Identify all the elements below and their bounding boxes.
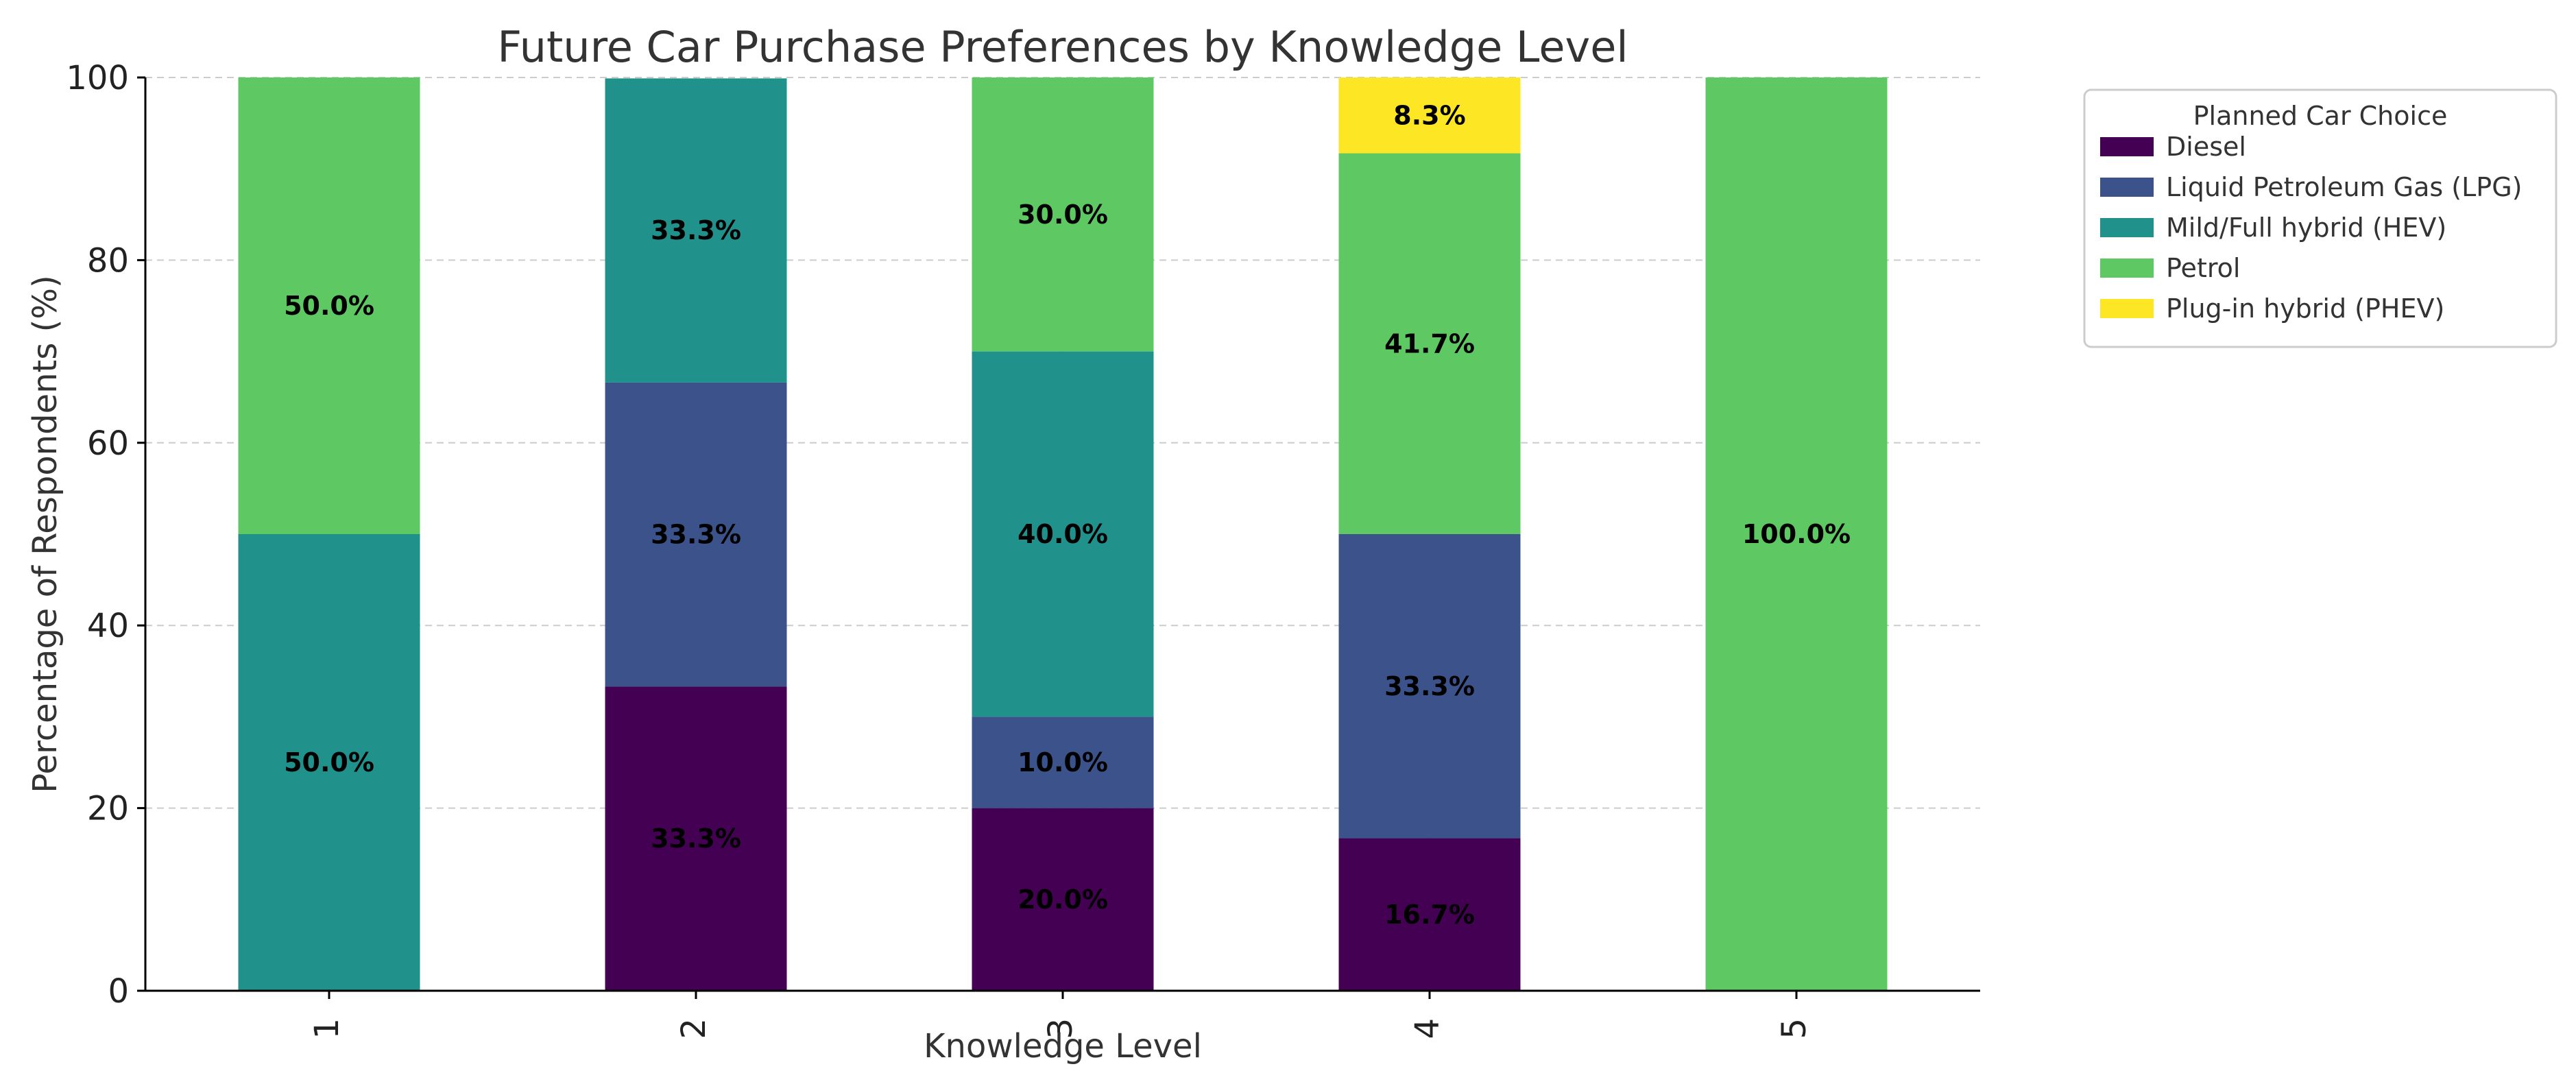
bar-segment — [1338, 838, 1521, 991]
bar-segment — [605, 686, 787, 991]
data-label: 10.0% — [1018, 747, 1108, 778]
bar-segment — [238, 77, 420, 534]
x-axis-label: Knowledge Level — [924, 1027, 1202, 1065]
x-tick-label: 2 — [675, 1018, 713, 1039]
data-label: 100.0% — [1742, 519, 1851, 549]
data-label: 33.3% — [1384, 671, 1475, 701]
legend: Planned Car Choice Diesel Liquid Petroleu… — [2083, 88, 2557, 348]
y-tick-label: 60 — [87, 424, 129, 463]
legend-items: Diesel Liquid Petroleum Gas (LPG) Mild/Ful… — [2100, 132, 2522, 324]
data-label: 30.0% — [1018, 200, 1108, 230]
bar-segment — [972, 77, 1154, 352]
data-label: 50.0% — [284, 291, 374, 321]
y-tick-label: 80 — [87, 241, 129, 280]
data-label: 20.0% — [1018, 884, 1108, 915]
legend-label: Mild/Full hybrid (HEV) — [2166, 213, 2446, 243]
legend-frame — [2083, 88, 2557, 348]
data-label: 33.3% — [651, 823, 741, 854]
data-label: 41.7% — [1384, 328, 1475, 359]
bar-segment — [1338, 77, 1521, 154]
x-tick-label: 3 — [1042, 1018, 1080, 1039]
legend-swatch — [2100, 218, 2154, 237]
legend-label: Diesel — [2166, 132, 2246, 162]
data-label: 33.3% — [651, 215, 741, 245]
bar-segment — [972, 808, 1154, 991]
bar-segment — [1338, 534, 1521, 839]
legend-label: Plug-in hybrid (PHEV) — [2166, 293, 2444, 324]
bar-segment — [1338, 153, 1521, 534]
data-label: 40.0% — [1018, 519, 1108, 549]
data-label: 50.0% — [284, 747, 374, 778]
data-label: 33.3% — [651, 520, 741, 550]
legend-swatch — [2100, 299, 2154, 318]
bar-segment — [605, 382, 787, 687]
legend-swatch — [2100, 178, 2154, 197]
data-label: 16.7% — [1384, 900, 1475, 930]
bar-segment — [972, 351, 1154, 717]
x-tick-label: 5 — [1775, 1018, 1814, 1039]
bar-segment — [238, 534, 420, 991]
x-tick-label: 1 — [308, 1018, 346, 1039]
bars — [238, 77, 1888, 991]
y-axis-label: Percentage of Respondents (%) — [26, 275, 64, 793]
data-labels: 33.3% 20.0% 16.7% 33.3% 10.0% 33.3% 50.0% 33.3%… — [284, 100, 1851, 930]
y-tick-label: 40 — [87, 607, 129, 645]
legend-label: Petrol — [2166, 253, 2240, 283]
legend-swatch — [2100, 137, 2154, 156]
y-tick-label: 100 — [66, 59, 129, 97]
x-tick-label: 4 — [1408, 1018, 1447, 1039]
y-tick-label: 20 — [87, 790, 129, 828]
bar-segment — [972, 716, 1154, 808]
y-tick-label: 0 — [108, 972, 129, 1011]
chart-title: Future Car Purchase Preferences by Knowl… — [497, 22, 1628, 72]
legend-title: Planned Car Choice — [2193, 101, 2448, 131]
data-label: 8.3% — [1393, 100, 1465, 130]
bar-segment — [1705, 77, 1888, 991]
legend-swatch — [2100, 258, 2154, 278]
bar-segment — [605, 78, 787, 383]
legend-label: Liquid Petroleum Gas (LPG) — [2166, 172, 2522, 202]
tick-labels: 0 20 40 60 80 100 1 2 3 4 5 — [66, 59, 1814, 1039]
